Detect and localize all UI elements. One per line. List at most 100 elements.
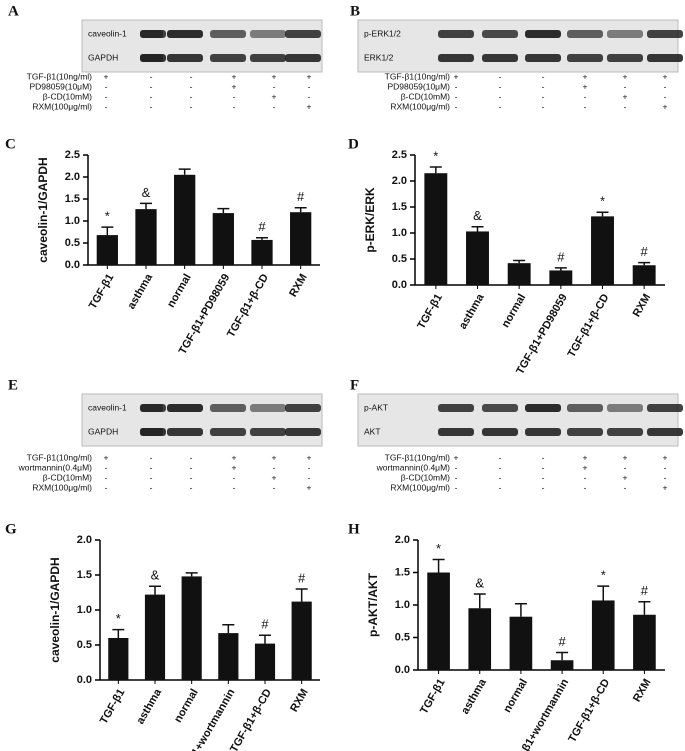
error-bar <box>222 623 235 634</box>
error-bar <box>256 236 268 240</box>
y-tick-label: 0.0 <box>395 664 410 676</box>
error-bar <box>178 168 191 175</box>
x-tick-label: normal <box>165 272 194 310</box>
treatment-sign: - <box>542 472 545 482</box>
band <box>210 30 246 38</box>
band <box>167 404 203 412</box>
annotation: * <box>433 148 438 163</box>
treatment-sign: + <box>307 71 312 81</box>
treatment-sign: - <box>150 472 153 482</box>
treatment-sign: + <box>663 71 668 81</box>
treatment-sign: - <box>584 101 587 111</box>
treatment-sign: - <box>455 482 458 492</box>
treatment-label: TGF-β1(10ng/ml) <box>385 452 451 462</box>
y-tick-label: 2.5 <box>65 149 80 161</box>
band <box>438 54 474 62</box>
band-label: p-ERK1/2 <box>364 28 401 38</box>
treatment-label: RXM(100μg/ml) <box>32 482 92 492</box>
treatment-sign: - <box>105 81 108 91</box>
annotation: & <box>151 568 160 583</box>
y-tick-label: 1.5 <box>392 201 407 213</box>
bar <box>550 660 574 670</box>
bar <box>591 216 614 285</box>
band <box>167 30 203 38</box>
treatment-sign: - <box>273 462 276 472</box>
band <box>647 54 683 62</box>
error-bar <box>101 226 114 236</box>
treatment-label: wortmannin(0.4μM) <box>18 462 93 472</box>
treatment-sign: - <box>233 472 236 482</box>
annotation: # <box>557 249 565 264</box>
treatment-sign: - <box>105 91 108 101</box>
error-bar <box>217 207 230 214</box>
x-tick-label: TGF-β1 <box>415 292 445 331</box>
y-axis-label: p-AKT/AKT <box>366 572 380 637</box>
band <box>285 30 321 38</box>
treatment-label: wortmannin(0.4μM) <box>376 462 451 472</box>
y-tick-label: 1.0 <box>395 599 410 611</box>
error-bar <box>596 211 609 217</box>
y-tick-label: 1.0 <box>65 215 80 227</box>
band-label: AKT <box>364 426 381 436</box>
error-bar <box>140 202 152 210</box>
treatment-sign: - <box>455 101 458 111</box>
band <box>140 428 166 436</box>
panel-letter: H <box>348 521 360 537</box>
bar <box>591 600 615 670</box>
bar <box>291 601 312 680</box>
band <box>250 30 286 38</box>
band <box>525 428 561 436</box>
band <box>210 54 246 62</box>
treatment-sign: - <box>233 101 236 111</box>
treatment-sign: - <box>499 452 502 462</box>
error-bar <box>259 634 271 644</box>
treatment-sign: + <box>307 101 312 111</box>
treatment-sign: - <box>273 101 276 111</box>
band <box>567 404 603 412</box>
band <box>210 428 246 436</box>
treatment-sign: + <box>663 452 668 462</box>
treatment-sign: + <box>232 462 237 472</box>
treatment-sign: - <box>273 482 276 492</box>
bar <box>290 212 312 265</box>
panel-letter: B <box>350 3 360 19</box>
treatment-sign: - <box>150 482 153 492</box>
treatment-sign: - <box>664 81 667 91</box>
treatment-sign: - <box>308 91 311 101</box>
treatment-sign: - <box>105 462 108 472</box>
treatment-sign: + <box>232 71 237 81</box>
band <box>525 404 561 412</box>
annotation: * <box>436 541 441 556</box>
treatment-sign: + <box>583 452 588 462</box>
treatment-sign: - <box>150 71 153 81</box>
panel-letter: C <box>5 136 16 152</box>
bar <box>507 263 531 285</box>
treatment-sign: + <box>623 472 628 482</box>
y-tick-label: 0.5 <box>392 253 407 265</box>
treatment-sign: - <box>190 81 193 91</box>
treatment-sign: - <box>190 71 193 81</box>
annotation: # <box>258 219 266 234</box>
y-tick-label: 1.5 <box>395 566 410 578</box>
annotation: & <box>473 208 482 223</box>
treatment-sign: + <box>307 482 312 492</box>
treatment-sign: + <box>583 71 588 81</box>
treatment-sign: - <box>542 462 545 472</box>
treatment-sign: - <box>624 101 627 111</box>
band-label: ERK1/2 <box>364 52 394 62</box>
annotation: # <box>641 583 649 598</box>
treatment-label: TGF-β1(10ng/ml) <box>27 71 93 81</box>
annotation: * <box>601 568 606 583</box>
band <box>647 428 683 436</box>
treatment-label: RXM(100μg/ml) <box>390 482 450 492</box>
treatment-sign: + <box>232 452 237 462</box>
treatment-sign: + <box>583 81 588 91</box>
band <box>250 54 286 62</box>
y-tick-label: 1.5 <box>65 193 80 205</box>
treatment-sign: - <box>542 452 545 462</box>
treatment-sign: + <box>623 71 628 81</box>
bar <box>144 594 166 680</box>
y-axis-label: p-ERK/ERK <box>363 187 377 253</box>
treatment-sign: - <box>584 472 587 482</box>
x-tick-label: RXM <box>287 272 310 299</box>
